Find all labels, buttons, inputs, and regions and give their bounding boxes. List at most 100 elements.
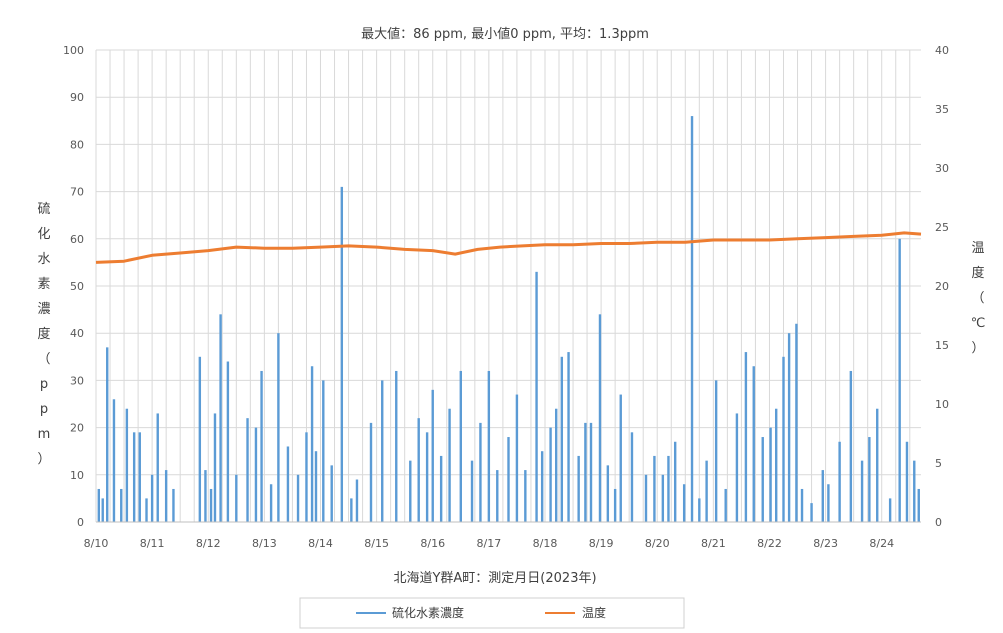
h2s-bar bbox=[369, 422, 373, 522]
h2s-bar bbox=[560, 356, 564, 522]
h2s-bar bbox=[138, 432, 141, 522]
left-axis-label-char: 硫 bbox=[37, 202, 50, 217]
left-axis-label-char: m bbox=[38, 427, 51, 442]
h2s-bar bbox=[584, 422, 587, 522]
h2s-bar bbox=[653, 455, 656, 522]
h2s-bar bbox=[761, 437, 764, 522]
h2s-bar bbox=[705, 460, 708, 522]
h2s-bar bbox=[690, 116, 694, 522]
h2s-bar bbox=[479, 422, 482, 522]
h2s-bar bbox=[198, 356, 202, 522]
temperature-line-group bbox=[95, 231, 922, 264]
h2s-bar bbox=[439, 455, 443, 522]
left-tick-label: 30 bbox=[70, 374, 84, 387]
h2s-bar bbox=[507, 437, 510, 522]
h2s-bar bbox=[125, 408, 129, 522]
h2s-bar bbox=[682, 484, 686, 522]
right-tick-label: 25 bbox=[935, 221, 949, 234]
right-axis-label-char: 度 bbox=[971, 265, 984, 281]
h2s-bar bbox=[905, 441, 909, 522]
h2s-bar bbox=[156, 413, 159, 522]
left-tick-label: 60 bbox=[70, 233, 84, 246]
h2s-bar bbox=[555, 408, 558, 522]
h2s-bar bbox=[106, 347, 109, 522]
h2s-bar bbox=[667, 455, 670, 522]
h2s-bar bbox=[431, 389, 434, 522]
h2s-bar bbox=[913, 460, 916, 522]
h2s-bar bbox=[673, 441, 677, 522]
h2s-bar bbox=[97, 488, 101, 522]
x-tick-label: 8/15 bbox=[364, 537, 389, 550]
left-axis-ticks: 0 10 20 30 40 50 60 70 80 90 100 bbox=[63, 44, 84, 529]
h2s-bar bbox=[567, 352, 570, 522]
h2s-bar bbox=[540, 451, 544, 522]
h2s-bar bbox=[459, 370, 462, 522]
h2s-bar bbox=[226, 361, 230, 522]
x-tick-label: 8/18 bbox=[533, 537, 558, 550]
h2s-bar bbox=[735, 413, 739, 522]
h2s-bar bbox=[821, 470, 824, 522]
right-tick-label: 0 bbox=[935, 516, 942, 529]
h2s-bar bbox=[277, 333, 280, 522]
h2s-bar bbox=[810, 503, 813, 522]
temperature-line bbox=[95, 231, 922, 264]
left-tick-label: 70 bbox=[70, 186, 84, 199]
x-tick-label: 8/11 bbox=[140, 537, 165, 550]
h2s-bar bbox=[381, 380, 384, 522]
legend-label-temperature: 温度 bbox=[582, 605, 606, 620]
left-axis-label-char: 度 bbox=[37, 326, 50, 342]
x-tick-label: 8/24 bbox=[869, 537, 894, 550]
h2s-bar bbox=[209, 488, 213, 522]
h2s-bar bbox=[112, 399, 116, 522]
x-axis-ticks: 8/10 8/11 8/12 8/13 8/14 8/15 8/16 8/17 8/18 8/19… bbox=[84, 537, 894, 550]
x-tick-label: 8/22 bbox=[757, 537, 782, 550]
left-axis-label-char: p bbox=[40, 377, 48, 392]
right-tick-label: 5 bbox=[935, 457, 942, 470]
h2s-bar bbox=[340, 186, 344, 522]
h2s-bar bbox=[314, 451, 318, 522]
h2s-bar bbox=[524, 470, 527, 522]
h2s-bar bbox=[698, 498, 701, 522]
h2s-bar bbox=[172, 488, 175, 522]
right-tick-label: 35 bbox=[935, 103, 949, 116]
h2s-bar bbox=[254, 427, 258, 522]
left-axis-label-char: 素 bbox=[37, 277, 50, 292]
right-tick-label: 20 bbox=[935, 280, 949, 293]
h2s-bar bbox=[917, 488, 920, 522]
left-tick-label: 0 bbox=[77, 516, 84, 529]
x-tick-label: 8/17 bbox=[477, 537, 502, 550]
h2s-bar bbox=[204, 470, 207, 522]
h2s-bar bbox=[395, 370, 398, 522]
left-axis-label-char: 濃 bbox=[37, 302, 50, 317]
h2s-bar bbox=[470, 460, 474, 522]
left-tick-label: 80 bbox=[70, 138, 84, 151]
h2s-bar bbox=[613, 488, 617, 522]
h2s-bar bbox=[868, 437, 871, 522]
left-tick-label: 90 bbox=[70, 91, 84, 104]
left-tick-label: 20 bbox=[70, 422, 84, 435]
h2s-bar bbox=[849, 370, 853, 522]
h2s-bar bbox=[132, 432, 136, 522]
h2s-bar bbox=[350, 498, 353, 522]
h2s-bar bbox=[120, 488, 123, 522]
h2s-bar bbox=[644, 474, 648, 522]
left-axis-label-char: ） bbox=[37, 452, 50, 467]
h2s-bars bbox=[97, 116, 920, 523]
h2s-bar bbox=[876, 408, 879, 522]
h2s-bar bbox=[775, 408, 778, 522]
left-tick-label: 10 bbox=[70, 469, 84, 482]
h2s-bar bbox=[589, 422, 593, 522]
h2s-bar bbox=[305, 432, 308, 522]
legend-label-h2s: 硫化水素濃度 bbox=[392, 605, 464, 620]
left-axis-label-char: 水 bbox=[37, 252, 50, 267]
h2s-bar bbox=[296, 474, 300, 522]
right-axis-label-char: ℃ bbox=[971, 316, 986, 331]
h2s-bar bbox=[515, 394, 519, 522]
h2s-bar bbox=[860, 460, 864, 522]
h2s-bar bbox=[355, 479, 359, 522]
h2s-bar bbox=[145, 498, 148, 522]
h2s-bar bbox=[795, 323, 798, 522]
x-tick-label: 8/16 bbox=[420, 537, 445, 550]
